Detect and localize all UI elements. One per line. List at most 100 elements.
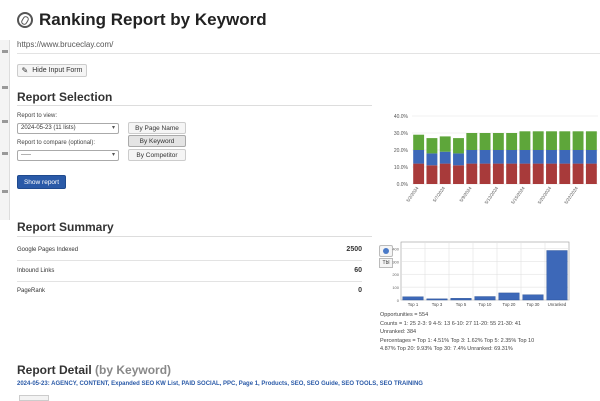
report-detail-label: Report Detail (17, 363, 92, 377)
y-tick-label: 300 (392, 259, 399, 264)
x-tick-label: 5/7/2024 (432, 185, 446, 203)
report-view-value: 2024-05-23 (11 lists) (21, 125, 76, 131)
bar-segment (519, 150, 531, 164)
summary-label: Inbound Links (17, 268, 55, 274)
bar-segment (466, 163, 478, 184)
bar-segment (426, 138, 438, 154)
x-tick-label: 5/22/2024 (563, 185, 579, 205)
bar-segment (479, 133, 491, 150)
plot-area (400, 241, 570, 301)
bar-segment (439, 151, 451, 164)
bar-segment (466, 133, 478, 150)
bar-segment (585, 163, 597, 184)
distribution-stats: Opportunities = 554 Counts = 1: 25 2-3: … (380, 311, 600, 354)
y-tick-label: 400 (392, 246, 399, 251)
bar-segment (413, 163, 425, 184)
bar (426, 298, 448, 301)
page-title: Ranking Report by Keyword (39, 10, 267, 29)
summary-row-pages-indexed: Google Pages Indexed 2500 (17, 246, 362, 253)
title-row: Ranking Report by Keyword (17, 8, 267, 32)
by-competitor-button[interactable]: By Competitor (128, 149, 186, 161)
rank-distribution-chart: 0 100 200 300 400 Top 1 Top 3 Top 5 Top 10 Top 20… (392, 241, 570, 307)
divider (17, 260, 362, 261)
report-compare-select[interactable]: ----- ▾ (17, 150, 119, 161)
bar (402, 296, 424, 301)
divider (17, 236, 372, 237)
bar-segment (439, 163, 451, 184)
bar-segment (492, 150, 504, 164)
x-tick-label: Top 3 (432, 302, 443, 307)
bar-segment (572, 163, 584, 184)
bar-segment (453, 153, 464, 166)
rail-handle[interactable] (2, 50, 8, 53)
report-summary-title: Report Summary (17, 220, 114, 234)
divider (17, 105, 372, 106)
rail-handle[interactable] (2, 152, 8, 155)
x-tick-label: 5/9/2024 (458, 185, 472, 203)
site-url: https://www.bruceclay.com/ (17, 40, 114, 49)
bar-segment (506, 150, 518, 164)
report-compare-value: ----- (21, 152, 31, 158)
bar (498, 292, 520, 301)
bar-segment (519, 163, 531, 184)
bar-segment (506, 163, 518, 184)
left-rail (0, 40, 10, 220)
summary-label: Google Pages Indexed (17, 247, 79, 253)
opportunities-text: Opportunities = 554 (380, 312, 429, 318)
bar-segment (426, 153, 438, 166)
bar-segment (479, 163, 491, 184)
bar-segment (559, 150, 571, 164)
compare-label: Report to compare (optional): (17, 140, 96, 146)
ranking-trend-chart: 0.0%10.0%20.0%30.0%40.0%5/2/2024 5/7/2024… (394, 114, 598, 205)
bar-segment (506, 133, 518, 150)
unranked-text: Unranked: 384 (380, 329, 417, 335)
x-tick-label: 5/20/2024 (537, 185, 553, 205)
summary-row-pagerank: PageRank 0 (17, 287, 362, 294)
view-label: Report to view: (17, 113, 58, 119)
report-page: Ranking Report by Keyword https://www.br… (17, 0, 600, 401)
hide-input-form-label: Hide Input Form (32, 67, 83, 74)
by-keyword-button[interactable]: By Keyword (128, 135, 186, 147)
chevron-down-icon: ▾ (111, 152, 115, 158)
bar-segment (546, 150, 557, 164)
bar-segment (559, 131, 571, 150)
detail-control[interactable] (19, 395, 49, 401)
bar (474, 296, 496, 301)
y-tick-label: 10.0% (394, 165, 409, 171)
bar-segment (413, 134, 425, 150)
percentages-text-cont: 4.87% Top 20: 9.93% Top 30: 7.4% Unranke… (380, 346, 513, 352)
report-detail-title: Report Detail (by Keyword) (17, 363, 171, 377)
table-view-button[interactable]: Tbl (379, 258, 393, 268)
bar-segment (585, 131, 597, 150)
hide-input-form-button[interactable]: ✎ Hide Input Form (17, 64, 87, 77)
report-view-select[interactable]: 2024-05-23 (11 lists) ▾ (17, 123, 119, 134)
bar-segment (453, 138, 464, 154)
rail-handle[interactable] (2, 86, 8, 89)
show-report-button[interactable]: Show report (17, 175, 66, 189)
y-tick-label: 100 (392, 285, 399, 290)
bar-segment (453, 165, 464, 184)
x-tick-label: Top 5 (456, 302, 467, 307)
paperclip-icon (17, 12, 33, 28)
summary-value: 0 (358, 287, 362, 294)
by-page-name-button[interactable]: By Page Name (128, 122, 186, 134)
y-tick-label: 20.0% (394, 148, 409, 154)
bar-segment (585, 150, 597, 164)
bar-segment (519, 131, 531, 150)
bar-segment (532, 131, 544, 150)
bar-segment (559, 163, 571, 184)
bar-segment (413, 150, 425, 164)
report-selection-title: Report Selection (17, 90, 113, 104)
keyword-list-links[interactable]: 2024-05-23: AGENCY, CONTENT, Expanded SE… (17, 381, 423, 387)
bar-segment (492, 133, 504, 150)
rail-handle[interactable] (2, 120, 8, 123)
y-tick-label: 40.0% (394, 114, 409, 120)
bar-segment (532, 163, 544, 184)
summary-row-inbound-links: Inbound Links 60 (17, 267, 362, 274)
bar-segment (426, 165, 438, 184)
bar-segment (479, 150, 491, 164)
x-tick-label: Top 30 (527, 302, 541, 307)
rail-handle[interactable] (2, 190, 8, 193)
chart-icon[interactable] (379, 245, 393, 257)
x-tick-label: Top 20 (503, 302, 517, 307)
